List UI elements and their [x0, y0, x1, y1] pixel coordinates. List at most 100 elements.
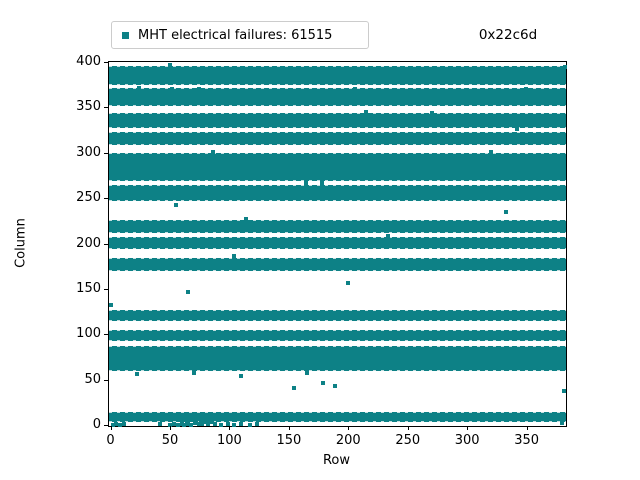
failure-point — [185, 289, 190, 294]
y-tick-label: 250 — [76, 190, 101, 206]
x-tick — [526, 426, 528, 430]
failure-point — [504, 209, 509, 214]
band-edge — [109, 247, 566, 249]
failure-point — [561, 389, 566, 394]
failure-point — [191, 371, 196, 376]
band-edge — [109, 83, 566, 85]
failure-point — [108, 303, 113, 308]
y-tick — [104, 288, 108, 290]
y-tick-label: 50 — [84, 371, 101, 387]
failure-point — [114, 422, 119, 427]
y-tick-label: 0 — [92, 417, 101, 432]
x-tick — [229, 426, 231, 430]
x-axis-label: Row — [322, 453, 351, 468]
band-edge — [109, 153, 566, 155]
x-tick — [407, 426, 409, 430]
y-tick-label: 400 — [76, 54, 101, 69]
failure-band — [109, 309, 566, 322]
hex-annotation: 0x22c6d — [478, 27, 538, 43]
band-edge — [109, 345, 566, 347]
band-edge — [109, 113, 566, 115]
legend: MHT electrical failures: 61515 — [111, 21, 369, 49]
failure-band — [109, 236, 566, 249]
failure-point — [196, 87, 201, 92]
failure-point — [184, 418, 189, 423]
band-edge — [109, 185, 566, 186]
failure-point — [353, 87, 358, 92]
failure-point — [168, 423, 172, 427]
legend-marker-icon — [122, 31, 129, 39]
failure-point — [213, 422, 218, 427]
x-tick — [110, 426, 112, 430]
x-tick-label: 150 — [276, 433, 302, 448]
failure-point — [137, 86, 141, 91]
band-edge — [109, 258, 566, 259]
y-tick — [104, 379, 108, 381]
band-edge — [109, 219, 566, 221]
y-tick — [104, 243, 108, 245]
failure-point — [226, 422, 231, 427]
band-edge — [109, 232, 566, 234]
y-tick — [104, 198, 108, 200]
failure-point — [182, 423, 187, 427]
failure-band — [109, 87, 566, 107]
band-edge — [109, 105, 566, 107]
band-edge — [109, 330, 566, 332]
band-edge — [109, 144, 566, 146]
band-edge — [109, 236, 566, 238]
x-tick-label: 0 — [106, 433, 115, 448]
failure-point — [560, 421, 565, 426]
x-tick-label: 350 — [514, 433, 540, 448]
y-tick — [104, 152, 108, 154]
y-tick — [104, 334, 108, 336]
failure-point — [562, 65, 567, 70]
band-edge — [109, 126, 566, 128]
x-tick-label: 50 — [161, 433, 179, 448]
y-tick-label: 100 — [76, 326, 101, 342]
band-edge — [109, 179, 566, 181]
band-edge — [109, 87, 566, 89]
failure-point — [320, 180, 325, 185]
y-tick — [104, 107, 108, 109]
failure-point — [333, 384, 338, 388]
band-edge — [109, 132, 566, 134]
failure-band — [109, 219, 566, 234]
failure-point — [171, 422, 176, 427]
failure-point — [244, 217, 248, 221]
failure-point — [303, 180, 308, 185]
failure-point — [185, 422, 190, 427]
failure-point — [192, 421, 197, 426]
band-edge — [109, 309, 566, 311]
y-tick-label: 350 — [76, 99, 101, 115]
failure-point — [121, 422, 126, 427]
legend-label: MHT electrical failures: 61515 — [138, 27, 333, 43]
x-tick-label: 200 — [335, 433, 361, 448]
failure-band — [109, 132, 566, 146]
band-edge — [109, 369, 566, 371]
failure-point — [170, 87, 175, 92]
failure-point — [210, 149, 215, 154]
failure-point — [304, 371, 309, 376]
failure-band — [109, 345, 566, 371]
failure-point — [489, 149, 493, 154]
failure-point — [110, 423, 115, 427]
failure-point — [134, 372, 139, 377]
failure-point — [523, 87, 528, 92]
failure-band — [109, 330, 566, 342]
failure-point — [219, 423, 224, 427]
failure-point — [168, 62, 172, 67]
x-tick — [348, 426, 350, 430]
failure-point — [203, 420, 208, 425]
failure-point — [173, 202, 178, 207]
failure-point — [321, 381, 326, 386]
failure-point — [209, 420, 214, 425]
failure-point — [346, 281, 351, 286]
band-edge — [109, 320, 566, 322]
failure-point — [254, 422, 259, 427]
failure-band — [109, 66, 566, 85]
failure-point — [232, 423, 237, 427]
y-tick-label: 150 — [76, 280, 101, 296]
failure-point — [176, 423, 181, 427]
failure-point — [118, 423, 122, 427]
